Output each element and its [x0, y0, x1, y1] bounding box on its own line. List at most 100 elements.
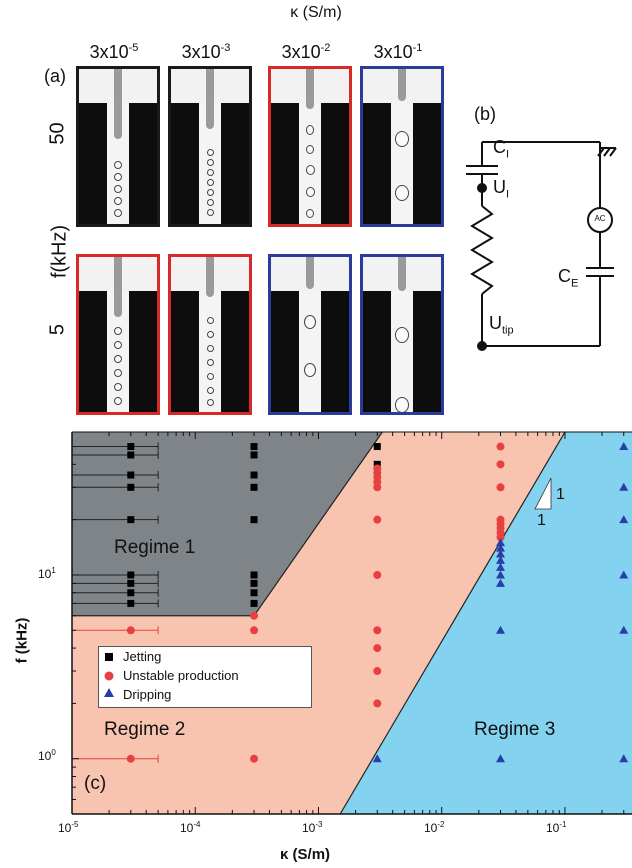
dripping-point [619, 515, 629, 524]
jetting-point [127, 471, 135, 479]
panel-a-label: (a) [44, 66, 66, 86]
jetting-point [127, 571, 135, 579]
legend-jetting-label: Jetting [123, 649, 162, 664]
ground-icon [609, 147, 617, 157]
jetting-point [127, 579, 135, 587]
image-panel-r2c4 [360, 254, 444, 415]
jetting-point [127, 589, 135, 597]
dripping-point [496, 578, 506, 587]
row-axis-label: f(kHz) [48, 224, 71, 279]
jetting-point [250, 516, 258, 524]
resistor-zigzag [470, 205, 494, 295]
unstable-point [250, 626, 259, 635]
image-panel-r1c3 [268, 66, 352, 227]
x-axis-title: κ (S/m) [280, 846, 331, 863]
x-tick-label-1e-2: 10-2 [424, 820, 445, 835]
column-label-4: 3x10-1 [373, 42, 423, 62]
unstable-point [496, 460, 505, 469]
image-panel-r1c2 [168, 66, 252, 227]
x-tick-label-1e-5: 10-5 [58, 820, 79, 835]
dripping-point [496, 754, 506, 763]
unstable-point [373, 667, 382, 676]
regime-1-area [72, 432, 383, 616]
jetting-point [127, 599, 135, 607]
unstable-point [250, 611, 259, 620]
slope-label-vertical: 1 [556, 486, 565, 503]
legend-unstable-label: Unstable production [123, 668, 239, 683]
regime-2-label: Regime 2 [104, 719, 186, 740]
jetting-point [250, 589, 258, 597]
image-panel-r1c1 [76, 66, 160, 227]
ground-icon [603, 147, 611, 157]
row-label-5: 5 [46, 323, 69, 336]
jetting-point [127, 443, 135, 451]
unstable-point [496, 483, 505, 492]
dripping-point [619, 570, 629, 579]
slope-label-horizontal: 1 [537, 512, 546, 529]
node-ui [477, 183, 487, 193]
dripping-point [619, 625, 629, 634]
regime-3-label: Regime 3 [474, 719, 556, 740]
unstable-point [373, 483, 382, 492]
circuit-diagram [466, 141, 617, 351]
legend-dripping-label: Dripping [123, 687, 172, 702]
legend-unstable-marker [104, 671, 114, 681]
dripping-point [496, 543, 506, 552]
image-panel-r2c3 [268, 254, 352, 415]
ground-icon [597, 147, 605, 157]
legend-jetting-marker [105, 653, 113, 661]
dripping-point [619, 442, 629, 451]
y-tick-label-1e0: 100 [38, 748, 56, 763]
jetting-point [127, 516, 135, 524]
unstable-point [373, 515, 382, 524]
column-label-1: 3x10-5 [89, 42, 139, 62]
unstable-point [373, 699, 382, 708]
legend-dripping-marker [104, 688, 114, 697]
jetting-point [250, 599, 258, 607]
circuit-ci-label: CI [493, 137, 510, 161]
dripping-point [496, 625, 506, 634]
dripping-point [619, 754, 629, 763]
top-kappa-label: κ (S/m) [290, 4, 342, 21]
unstable-point [373, 644, 382, 653]
unstable-point [126, 754, 135, 763]
unstable-point [126, 626, 135, 635]
jetting-point [250, 451, 258, 459]
ac-source-label: AC [594, 214, 606, 223]
image-panel-r2c2 [168, 254, 252, 415]
jetting-point [127, 451, 135, 459]
dripping-point [372, 754, 382, 763]
dripping-point [496, 562, 506, 571]
circuit-utip-label: Utip [489, 313, 514, 337]
jetting-point [250, 579, 258, 587]
x-tick-label-1e-3: 10-3 [302, 820, 323, 835]
unstable-point [496, 442, 505, 451]
dripping-point [496, 555, 506, 564]
jetting-point [250, 443, 258, 451]
image-panel-r2c1 [76, 254, 160, 415]
column-label-2: 3x10-3 [181, 42, 231, 62]
x-tick-label-1e-1: 10-1 [546, 820, 567, 835]
regime-chart [71, 431, 632, 815]
circuit-ui-label: UI [493, 177, 510, 201]
dripping-point [619, 482, 629, 491]
panel-b-label: (b) [474, 104, 496, 124]
unstable-point [496, 533, 505, 542]
jetting-point [250, 483, 258, 491]
legend: Jetting Unstable production Dripping [98, 646, 312, 708]
regime-1-label: Regime 1 [114, 537, 196, 558]
regime-3-area [340, 432, 632, 814]
dripping-point [496, 549, 506, 558]
y-tick-label-1e1: 101 [38, 566, 56, 581]
panel-c-label: (c) [84, 773, 107, 794]
unstable-point [373, 570, 382, 579]
jetting-point [373, 443, 381, 451]
column-label-3: 3x10-2 [281, 42, 331, 62]
slope-triangle [534, 477, 552, 510]
unstable-point [250, 754, 259, 763]
jetting-point [250, 471, 258, 479]
row-label-50: 50 [46, 122, 69, 145]
image-panel-r1c4 [360, 66, 444, 227]
circuit-ce-label: CE [558, 266, 579, 290]
jetting-point [250, 571, 258, 579]
